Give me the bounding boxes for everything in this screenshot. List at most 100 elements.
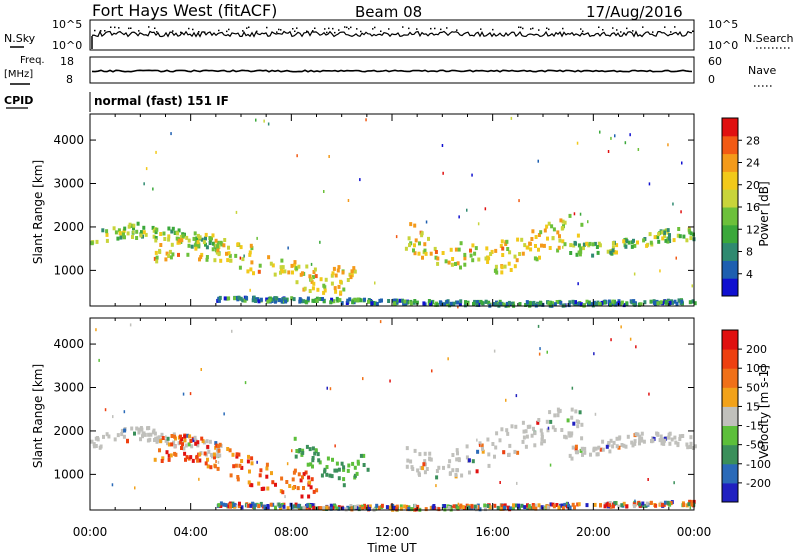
echo-cell: [359, 504, 363, 509]
echo-cell: [167, 254, 171, 258]
echo-cell: [456, 261, 460, 266]
noise-cell: [634, 499, 636, 503]
echo-cell: [572, 243, 576, 248]
echo-cell: [269, 261, 273, 266]
echo-cell: [608, 503, 612, 508]
echo-cell: [573, 505, 576, 510]
echo-cell: [213, 464, 217, 469]
echo-cell: [191, 458, 195, 463]
echo-cell: [385, 505, 389, 510]
echo-cell: [290, 296, 294, 301]
echo-cell: [293, 436, 297, 441]
echo-cell: [499, 244, 503, 248]
echo-cell: [531, 229, 535, 234]
echo-cell: [251, 298, 255, 303]
noise-cell: [260, 504, 263, 508]
echo-cell: [155, 255, 159, 260]
echo-cell: [170, 229, 174, 234]
echo-cell: [238, 501, 241, 506]
echo-cell: [685, 238, 689, 243]
echo-cell: [458, 302, 462, 307]
echo-cell: [170, 242, 174, 247]
echo-cell: [319, 297, 323, 301]
colorbar-tick-label: 200: [746, 343, 767, 356]
echo-cell: [350, 507, 354, 512]
colorbar-tick-label: 12: [746, 223, 760, 236]
echo-cell: [171, 226, 175, 231]
noise-cell: [614, 134, 616, 138]
echo-cell: [284, 299, 288, 304]
echo-cell: [227, 245, 230, 250]
echo-cell: [654, 503, 658, 508]
noise-cell: [310, 262, 313, 266]
echo-cell: [449, 247, 453, 252]
noise-cell: [256, 236, 258, 240]
echo-cell: [472, 301, 475, 306]
echo-cell: [156, 438, 160, 443]
echo-cell: [205, 255, 209, 259]
noise-cell: [466, 208, 468, 212]
echo-cell: [636, 432, 640, 437]
echo-cell: [506, 247, 510, 251]
noise-cell: [235, 210, 238, 214]
echo-cell: [634, 432, 638, 437]
echo-cell: [550, 224, 554, 229]
echo-cell: [322, 299, 326, 304]
echo-cell: [318, 460, 322, 465]
noise-cell: [624, 141, 627, 145]
echo-cell: [518, 252, 522, 256]
echo-cell: [316, 287, 320, 292]
echo-cell: [688, 499, 692, 504]
echo-cell: [666, 228, 670, 233]
echo-cell: [92, 444, 96, 449]
echo-cell: [174, 452, 178, 457]
echo-cell: [416, 468, 420, 473]
echo-cell: [409, 222, 413, 227]
echo-cell: [375, 301, 379, 306]
noise-cell: [215, 460, 217, 463]
echo-cell: [620, 443, 624, 447]
echo-cell: [609, 250, 613, 255]
echo-cell: [309, 462, 313, 467]
echo-cell: [678, 434, 682, 439]
noise-cell: [98, 358, 100, 362]
echo-cell: [549, 303, 553, 308]
noise-cell: [134, 486, 136, 490]
echo-cell: [540, 243, 543, 248]
echo-cell: [487, 452, 491, 457]
echo-cell: [195, 455, 199, 460]
echo-cell: [142, 230, 146, 235]
echo-cell: [346, 278, 350, 282]
colorbar-swatch: [722, 153, 738, 172]
echo-cell: [274, 505, 277, 510]
echo-cell: [204, 236, 207, 241]
echo-cell: [645, 243, 649, 248]
echo-cell: [600, 300, 604, 305]
echo-cell: [580, 422, 584, 427]
echo-cell: [574, 409, 578, 414]
echo-cell: [140, 230, 143, 235]
echo-cell: [548, 246, 552, 250]
echo-cell: [659, 300, 663, 305]
echo-cell: [193, 231, 197, 236]
echo-cell: [498, 438, 502, 443]
echo-cell: [505, 239, 509, 244]
echo-cell: [503, 505, 506, 510]
echo-cell: [245, 296, 248, 301]
echo-cell: [689, 441, 693, 446]
echo-cell: [409, 301, 413, 306]
echo-cell: [433, 246, 437, 251]
colorbar-tick-label: 4: [746, 268, 753, 281]
echo-cell: [593, 502, 597, 507]
echo-cell: [579, 448, 583, 453]
echo-cell: [298, 297, 302, 302]
echo-cell: [447, 260, 451, 265]
noise-cell: [123, 410, 126, 414]
echo-cell: [591, 242, 595, 247]
noise-cell: [516, 481, 518, 485]
echo-cell: [625, 504, 629, 509]
echo-cell: [429, 301, 433, 306]
echo-cell: [568, 505, 572, 510]
echo-cell: [507, 505, 510, 510]
echo-cell: [460, 473, 464, 478]
